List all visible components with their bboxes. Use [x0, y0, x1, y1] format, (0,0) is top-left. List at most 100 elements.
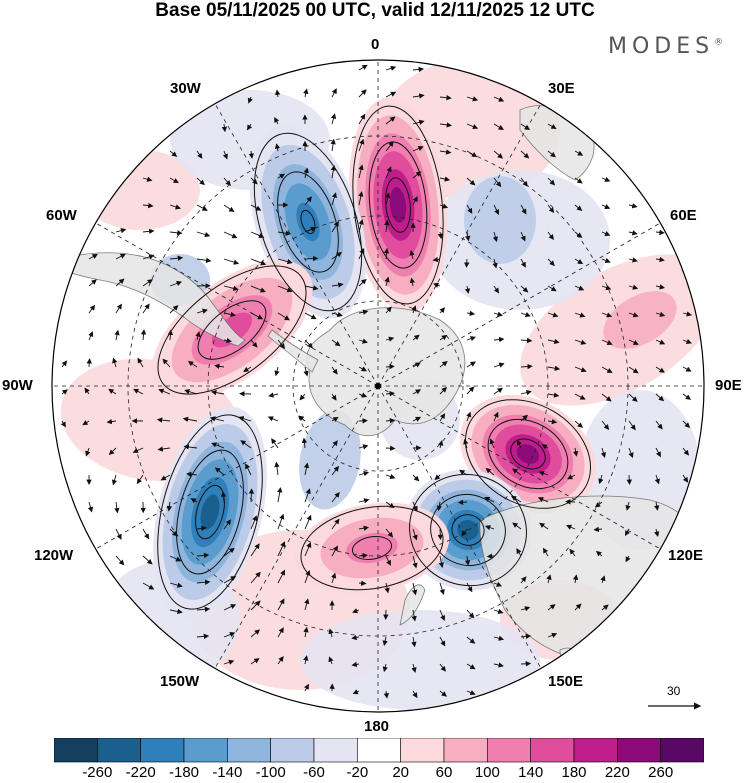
- wind-vector: [358, 366, 367, 372]
- wind-vector: [593, 526, 603, 533]
- wind-vector: [466, 123, 479, 130]
- wind-vector: [601, 393, 612, 402]
- wind-vector: [654, 474, 660, 485]
- wind-vector: [595, 550, 603, 557]
- wind-vector: [547, 258, 555, 267]
- wind-vector: [520, 258, 526, 268]
- wind-vector: [277, 339, 286, 349]
- wind-vector: [304, 255, 319, 262]
- wind-vector: [248, 150, 255, 159]
- antarctic-peninsula: [267, 329, 319, 373]
- wind-vector: [274, 116, 280, 125]
- wind-vector: [250, 177, 258, 185]
- colorbar-tick-label: 140: [518, 764, 544, 781]
- wind-vector: [358, 552, 368, 559]
- wind-vector: [466, 690, 476, 696]
- wind-vector: [493, 96, 505, 102]
- wind-vector: [358, 525, 370, 531]
- wind-vector: [493, 285, 500, 294]
- wind-vector: [512, 522, 522, 530]
- wind-vector: [682, 447, 690, 456]
- lon-label-0: 0: [371, 36, 380, 53]
- wind-vector: [304, 285, 319, 291]
- wind-vector: [412, 690, 418, 699]
- wind-vector: [520, 123, 531, 130]
- wind-vector: [520, 606, 531, 612]
- colorbar-tick-label: -100: [255, 764, 286, 781]
- colorbar-segment: [400, 738, 445, 763]
- wind-vector: [520, 204, 527, 215]
- wind-vector: [520, 363, 533, 370]
- wind-vector: [628, 393, 638, 402]
- meridian-line: [377, 222, 661, 387]
- southeast-pacific-low-shading: [153, 406, 267, 618]
- contour-line: [277, 171, 339, 273]
- weak-anomaly-patch: [300, 610, 540, 710]
- colorbar-segment: [54, 738, 98, 763]
- wind-vector: [628, 420, 636, 431]
- contour-line: [430, 494, 506, 566]
- wind-vector: [169, 230, 183, 236]
- wind-vector: [432, 256, 441, 263]
- wind-vector: [303, 683, 309, 692]
- wind-vector: [214, 363, 225, 369]
- wind-vector: [250, 658, 260, 665]
- wind-vector: [331, 416, 339, 423]
- wind-vector: [542, 547, 549, 557]
- wind-vector: [547, 392, 560, 398]
- wind-vector: [196, 177, 205, 186]
- wind-vector: [628, 339, 639, 345]
- wind-vector: [223, 659, 235, 665]
- wind-vector: [385, 473, 396, 480]
- wind-vector: [221, 123, 228, 133]
- wind-vector: [547, 604, 556, 611]
- colorbar-segment: [487, 738, 531, 763]
- wind-vector: [433, 282, 441, 288]
- wind-vector: [385, 91, 397, 98]
- wind-vector: [574, 366, 587, 373]
- wind-vector: [271, 438, 279, 449]
- wind-vector: [82, 420, 90, 426]
- wind-vector: [459, 469, 468, 476]
- wind-vector: [412, 196, 418, 206]
- colorbar-tick-label: 220: [604, 764, 630, 781]
- wind-vector: [238, 416, 252, 422]
- wind-vector: [466, 96, 479, 102]
- wind-vector: [331, 518, 340, 530]
- wind-vector: [538, 470, 549, 477]
- meridian-line: [377, 385, 661, 550]
- wind-vector: [628, 257, 638, 263]
- wind-vector: [330, 113, 337, 125]
- wind-vector: [304, 598, 310, 611]
- wind-vector: [330, 164, 336, 179]
- wind-vector: [156, 417, 171, 423]
- wind-vector: [574, 204, 583, 211]
- wind-vector: [466, 150, 478, 158]
- wind-vector: [574, 420, 584, 428]
- wind-vector: [412, 334, 420, 341]
- wind-vector: [196, 204, 208, 211]
- wind-vector: [547, 231, 554, 240]
- wind-vector: [248, 488, 255, 503]
- wind-vector: [358, 309, 369, 315]
- wind-vector: [409, 250, 415, 260]
- wind-vector: [655, 393, 665, 402]
- contour-line: [451, 514, 485, 546]
- wind-vector: [277, 487, 283, 503]
- colorbar-segment: [270, 738, 315, 763]
- logo-text: MODES: [608, 34, 715, 59]
- wind-vector: [654, 528, 660, 537]
- wind-vector: [358, 498, 370, 504]
- wind-vector: [169, 582, 183, 588]
- wind-vector: [520, 231, 526, 242]
- wind-vector: [439, 413, 446, 422]
- landmasses: [57, 105, 704, 666]
- wind-vector: [655, 366, 665, 373]
- wind-vector: [87, 501, 94, 513]
- wind-vector: [601, 312, 613, 318]
- wind-vector: [358, 338, 368, 344]
- wind-vector: [88, 331, 94, 341]
- wind-vector: [184, 389, 198, 395]
- wind-vector: [547, 285, 557, 292]
- wind-vector: [169, 204, 181, 210]
